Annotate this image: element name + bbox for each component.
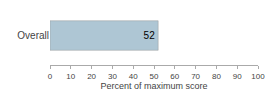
svg-text:60: 60	[170, 72, 179, 81]
svg-text:50: 50	[150, 72, 159, 81]
svg-text:80: 80	[212, 72, 221, 81]
svg-text:40: 40	[129, 72, 138, 81]
svg-text:Overall: Overall	[17, 30, 49, 41]
svg-text:70: 70	[191, 72, 200, 81]
svg-text:30: 30	[108, 72, 117, 81]
svg-text:20: 20	[87, 72, 96, 81]
svg-text:52: 52	[144, 30, 156, 41]
svg-text:10: 10	[66, 72, 75, 81]
svg-text:0: 0	[48, 72, 53, 81]
svg-text:100: 100	[251, 72, 265, 81]
svg-text:90: 90	[233, 72, 242, 81]
svg-text:Percent of maximum score: Percent of maximum score	[100, 81, 207, 91]
